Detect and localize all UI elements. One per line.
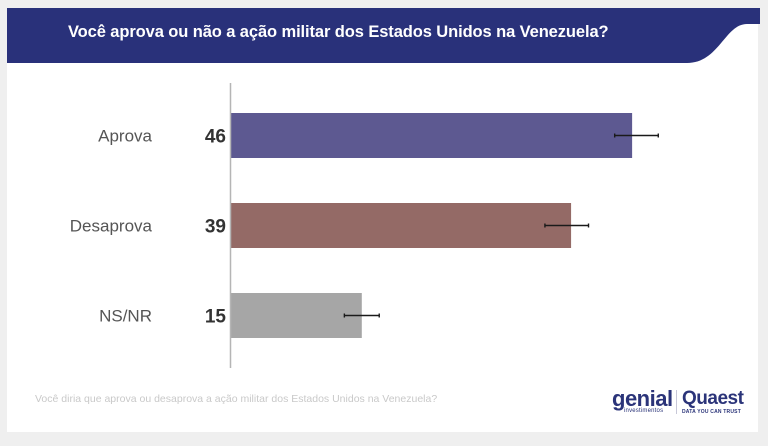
category-label: Aprova bbox=[98, 127, 152, 146]
category-label: NS/NR bbox=[99, 307, 152, 326]
header-banner: Você aprova ou não a ação militar dos Es… bbox=[7, 8, 760, 63]
question-footnote: Você diria que aprova ou desaprova a açã… bbox=[35, 393, 438, 405]
genial-logo: genial bbox=[612, 386, 673, 411]
banner-shape bbox=[7, 8, 760, 63]
category-label: Desaprova bbox=[70, 217, 153, 236]
quaest-logo: Quaest bbox=[682, 388, 744, 409]
chart-title: Você aprova ou não a ação militar dos Es… bbox=[68, 23, 609, 41]
logo-divider bbox=[676, 390, 677, 414]
value-label: 15 bbox=[205, 307, 227, 328]
bar-desaprova bbox=[231, 203, 572, 248]
value-label: 46 bbox=[205, 127, 226, 148]
quaest-logo-subtitle: DATA YOU CAN TRUST bbox=[682, 409, 741, 415]
bar-aprova bbox=[231, 113, 633, 158]
bar-nsnr bbox=[231, 293, 362, 338]
value-label: 39 bbox=[205, 217, 226, 238]
genial-logo-subtitle: investimentos bbox=[624, 408, 664, 414]
